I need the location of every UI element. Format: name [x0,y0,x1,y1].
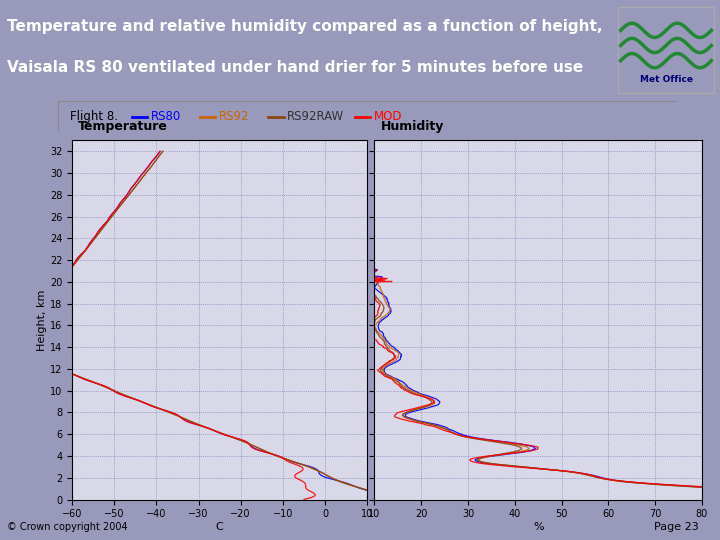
X-axis label: C: C [216,522,223,532]
Text: RS92RAW: RS92RAW [287,110,344,123]
X-axis label: %: % [533,522,544,532]
Text: Page 23: Page 23 [654,522,698,531]
Text: Temperature and relative humidity compared as a function of height,: Temperature and relative humidity compar… [7,19,603,35]
Text: Vaisala RS 80 ventilated under hand drier for 5 minutes before use: Vaisala RS 80 ventilated under hand drie… [7,60,583,75]
Text: © Crown copyright 2004: © Crown copyright 2004 [7,522,128,531]
Y-axis label: Height, km: Height, km [37,289,47,350]
Text: Temperature: Temperature [78,120,168,133]
Text: Flight 8.: Flight 8. [70,110,118,123]
Text: Met Office: Met Office [639,75,693,84]
Text: Humidity: Humidity [381,120,444,133]
Text: RS92: RS92 [219,110,249,123]
Text: RS80: RS80 [150,110,181,123]
Text: MOD: MOD [374,110,402,123]
